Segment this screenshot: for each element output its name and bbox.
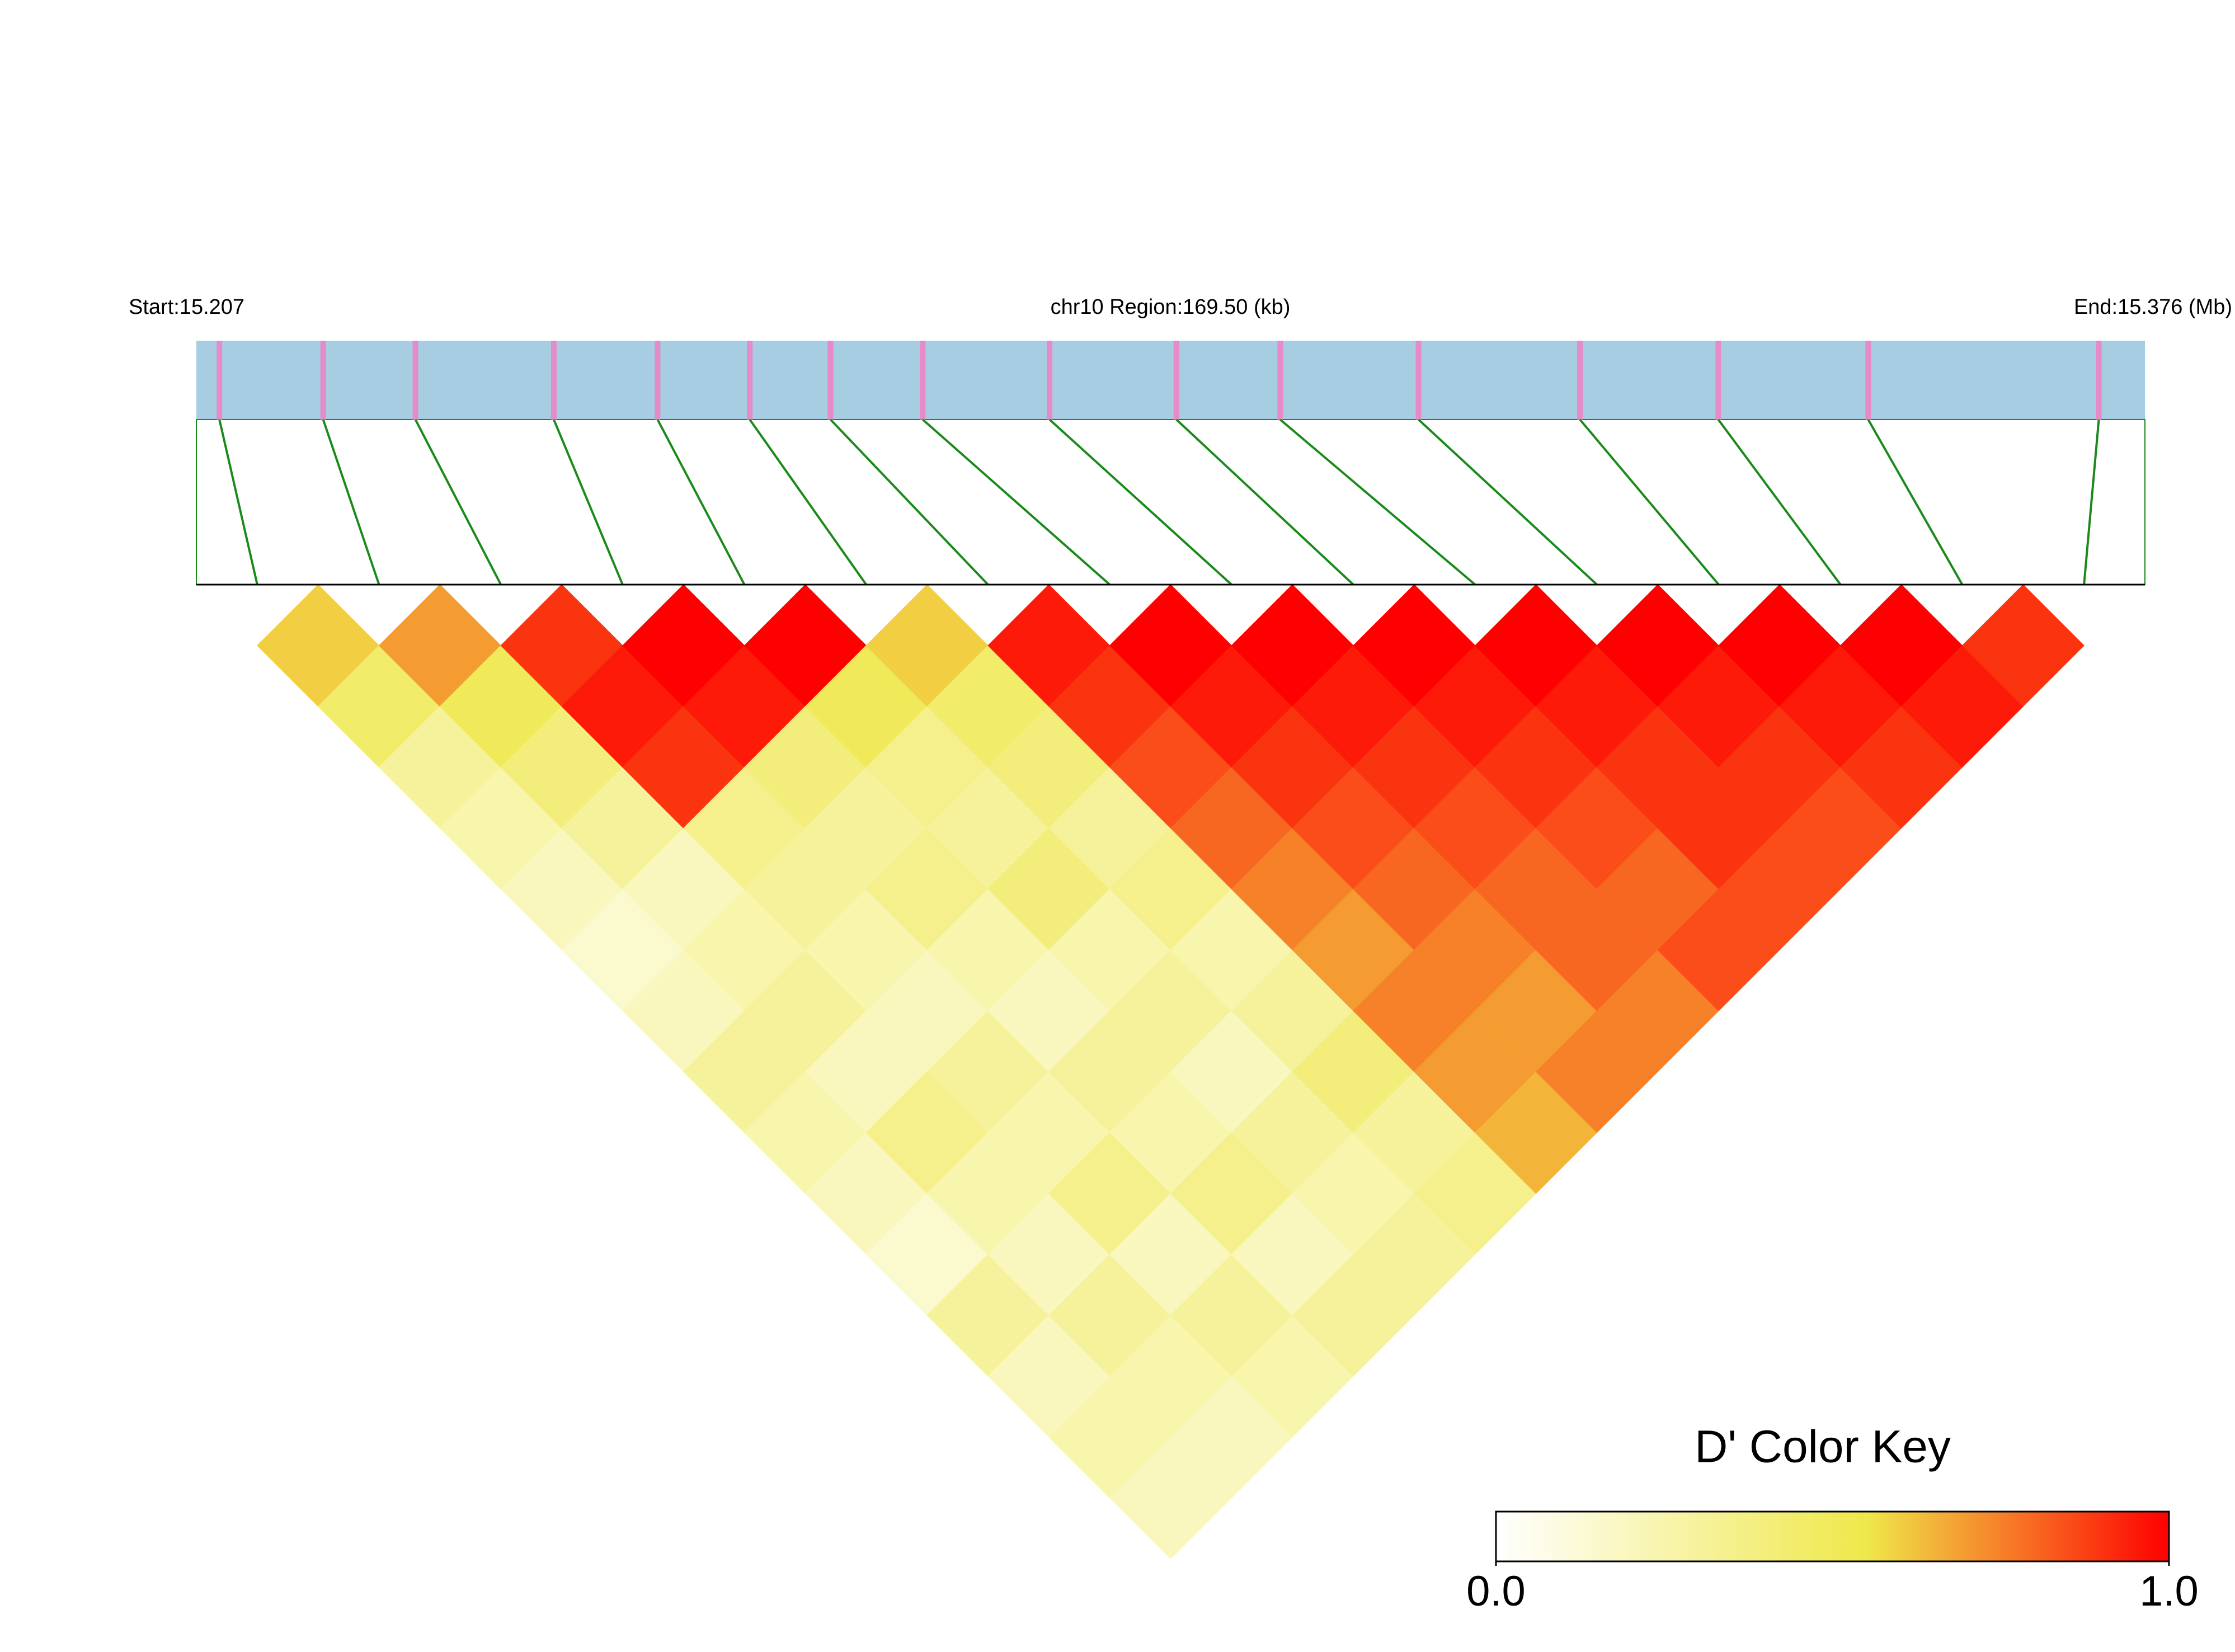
snp-stripe bbox=[320, 341, 326, 420]
colorbar bbox=[1495, 1510, 2170, 1562]
snp-link bbox=[656, 419, 746, 585]
snp-link bbox=[1418, 418, 1598, 586]
snp-link bbox=[1717, 418, 1842, 586]
snp-stripe bbox=[412, 341, 418, 420]
snp-stripe bbox=[1577, 341, 1583, 420]
end-label: End:15.376 (Mb) bbox=[2074, 295, 2232, 319]
snp-link bbox=[322, 419, 380, 585]
ld-cell bbox=[1961, 584, 2085, 707]
snp-stripe bbox=[217, 341, 223, 420]
snp-stripe bbox=[1277, 341, 1283, 420]
colorbar-tick-label: 0.0 bbox=[1466, 1568, 1526, 1615]
region-label: chr10 Region:169.50 (kb) bbox=[1051, 295, 1291, 319]
snp-stripe bbox=[550, 341, 557, 420]
start-label: Start:15.207 bbox=[129, 295, 244, 319]
snp-stripe bbox=[1415, 341, 1422, 420]
snp-stripe bbox=[1173, 341, 1179, 420]
snp-link bbox=[1175, 418, 1354, 586]
snp-stripe bbox=[2096, 341, 2102, 420]
snp-link bbox=[1048, 418, 1232, 586]
snp-link bbox=[922, 418, 1111, 586]
snp-link bbox=[1579, 418, 1720, 586]
snp-stripe bbox=[827, 341, 834, 420]
snp-link bbox=[218, 419, 258, 585]
snp-stripe bbox=[1865, 341, 1871, 420]
snp-stripe bbox=[655, 341, 661, 420]
snp-stripe bbox=[1715, 341, 1721, 420]
snp-link bbox=[2083, 419, 2100, 585]
snp-stripe bbox=[1047, 341, 1053, 420]
snp-link bbox=[1867, 419, 1964, 585]
snp-link bbox=[830, 418, 989, 586]
snp-link bbox=[749, 418, 867, 586]
colorbar-title: D' Color Key bbox=[1695, 1422, 1951, 1472]
snp-link bbox=[553, 419, 624, 585]
snp-stripe bbox=[747, 341, 753, 420]
snp-link bbox=[414, 419, 502, 585]
snp-stripe bbox=[920, 341, 926, 420]
position-bar bbox=[196, 341, 2145, 420]
snp-link bbox=[1279, 418, 1476, 586]
colorbar-tick-label: 1.0 bbox=[2139, 1568, 2199, 1615]
